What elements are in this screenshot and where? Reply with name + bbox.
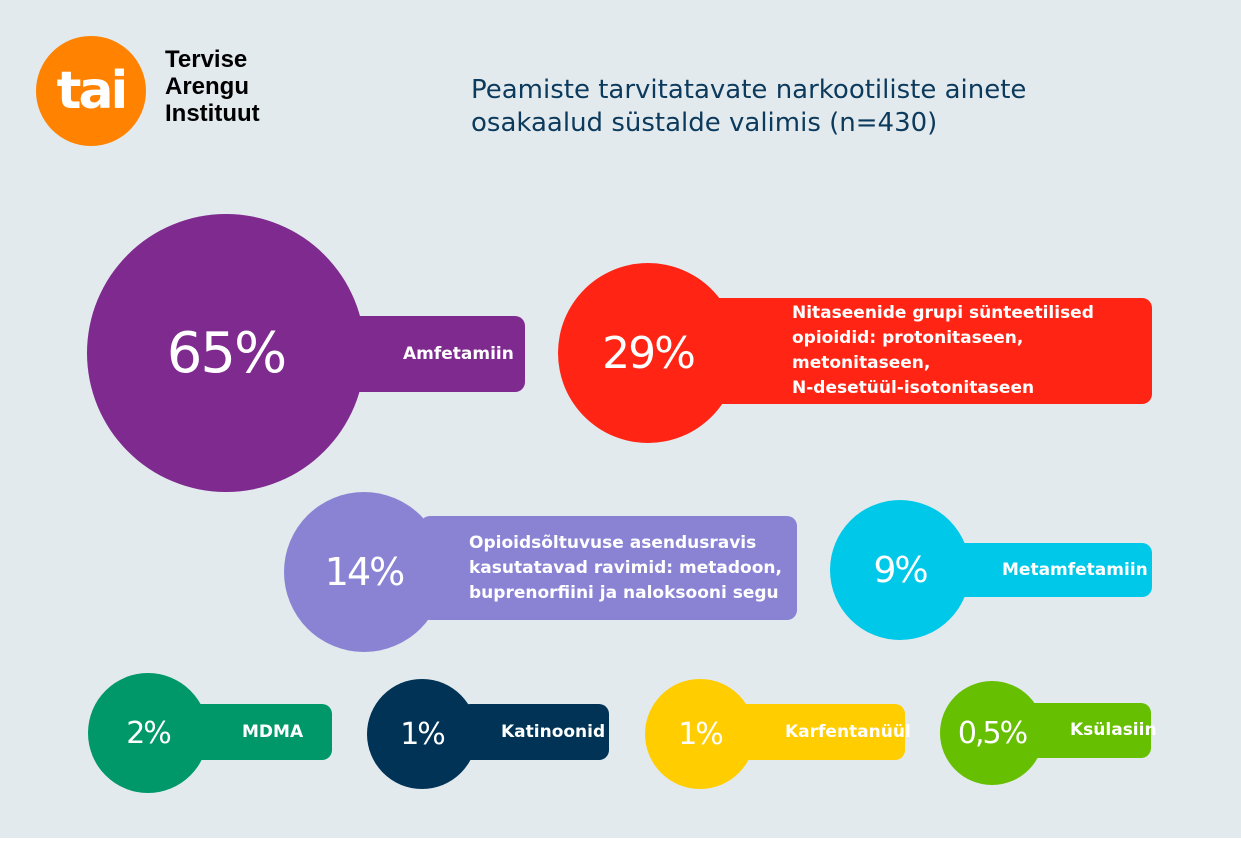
label-box-amfetamiin: Amfetamiin xyxy=(340,316,525,392)
chart-title: Peamiste tarvitatavate narkootiliste ain… xyxy=(471,75,1027,138)
category-label: Metamfetamiin xyxy=(1002,559,1148,580)
label-box-karfentanüül: Karfentanüül xyxy=(730,704,911,760)
bubble-nitaseenide: 29% xyxy=(558,263,738,443)
bubble-karfentanüül: 1% xyxy=(645,679,755,789)
category-label: Katinoonid xyxy=(501,721,606,742)
bubble-ksülasiin: 0,5% xyxy=(940,681,1044,785)
value-label: 14% xyxy=(324,550,405,594)
bubble-katinoonid: 1% xyxy=(367,679,477,789)
bubble-metamfetamiin: 9% xyxy=(830,500,970,640)
label-box-nitaseenide: Nitaseenide grupi sünteetilised opioidid… xyxy=(700,298,1152,404)
value-label: 1% xyxy=(678,716,724,752)
category-label: Opioidsõltuvuse asendusravis kasutatavad… xyxy=(469,532,782,603)
category-label: Amfetamiin xyxy=(403,343,514,364)
label-box-opioidsõltuvuse: Opioidsõltuvuse asendusravis kasutatavad… xyxy=(420,516,797,620)
bubble-opioidsõltuvuse: 14% xyxy=(284,492,444,652)
value-label: 9% xyxy=(873,549,928,591)
bubble-amfetamiin: 65% xyxy=(87,214,365,492)
tai-logo: tai xyxy=(36,36,146,146)
label-box-mdma: MDMA xyxy=(190,704,332,760)
value-label: 2% xyxy=(126,715,172,751)
category-label: Karfentanüül xyxy=(785,721,911,742)
value-label: 65% xyxy=(166,320,287,386)
category-label: Ksülasiin xyxy=(1070,720,1157,740)
category-label: Nitaseenide grupi sünteetilised opioidid… xyxy=(792,303,1094,398)
logo-text: Tervise Arengu Instituut xyxy=(165,46,260,127)
value-label: 29% xyxy=(602,327,696,379)
value-label: 1% xyxy=(400,716,446,752)
bubble-mdma: 2% xyxy=(88,673,208,793)
value-label: 0,5% xyxy=(957,715,1028,751)
label-box-metamfetamiin: Metamfetamiin xyxy=(950,543,1152,597)
category-label: MDMA xyxy=(242,721,304,742)
label-box-katinoonid: Katinoonid xyxy=(460,704,609,760)
